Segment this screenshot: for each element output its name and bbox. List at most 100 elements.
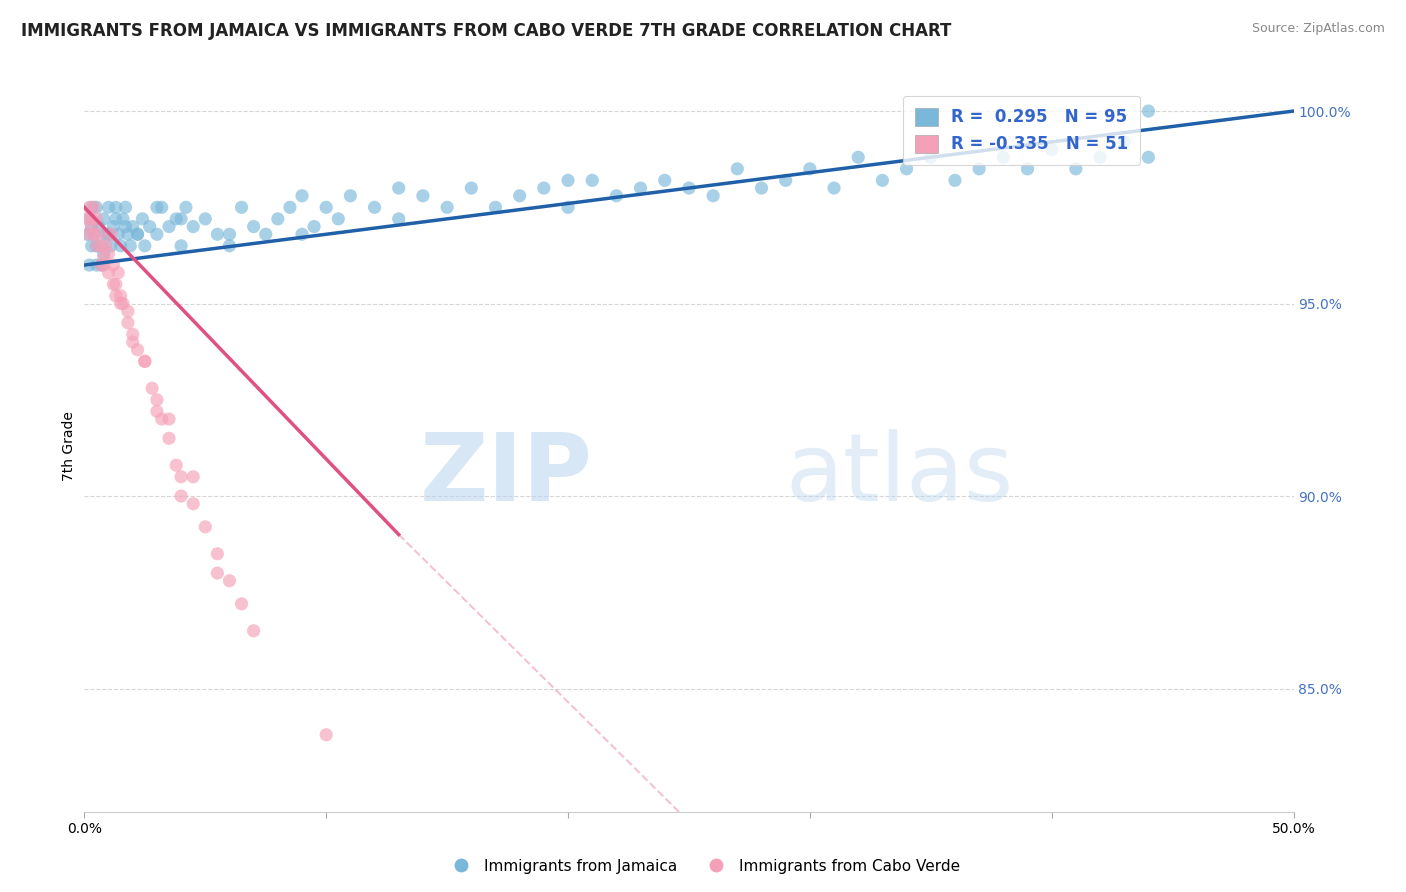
Legend: Immigrants from Jamaica, Immigrants from Cabo Verde: Immigrants from Jamaica, Immigrants from… — [440, 853, 966, 880]
Point — [557, 173, 579, 187]
Point — [131, 211, 153, 226]
Point — [207, 227, 229, 242]
Point — [967, 161, 990, 176]
Point — [90, 239, 112, 253]
Point — [103, 219, 125, 234]
Point — [94, 239, 117, 253]
Point — [117, 316, 139, 330]
Point — [112, 296, 135, 310]
Point — [605, 188, 627, 202]
Point — [267, 211, 290, 226]
Point — [557, 200, 579, 214]
Point — [157, 219, 180, 234]
Point — [127, 343, 149, 357]
Point — [254, 227, 277, 242]
Point — [94, 227, 117, 242]
Point — [509, 188, 531, 202]
Point — [654, 173, 676, 187]
Point — [76, 211, 98, 226]
Point — [146, 392, 169, 407]
Point — [134, 354, 156, 368]
Point — [120, 239, 142, 253]
Point — [134, 354, 156, 368]
Point — [86, 258, 108, 272]
Point — [80, 219, 103, 234]
Point — [121, 334, 143, 349]
Point — [339, 188, 361, 202]
Point — [1137, 104, 1160, 119]
Point — [97, 246, 120, 260]
Point — [86, 211, 108, 226]
Point — [80, 219, 103, 234]
Point — [846, 150, 869, 164]
Text: Source: ZipAtlas.com: Source: ZipAtlas.com — [1251, 22, 1385, 36]
Point — [1017, 161, 1039, 176]
Point — [86, 200, 108, 214]
Point — [231, 200, 253, 214]
Point — [278, 200, 301, 214]
Point — [207, 547, 229, 561]
Point — [107, 227, 129, 242]
Point — [83, 227, 105, 242]
Point — [630, 181, 652, 195]
Point — [87, 219, 110, 234]
Point — [194, 211, 217, 226]
Point — [363, 200, 385, 214]
Point — [76, 227, 98, 242]
Point — [328, 211, 350, 226]
Point — [93, 246, 115, 260]
Text: atlas: atlas — [786, 429, 1014, 521]
Point — [138, 219, 160, 234]
Point — [242, 624, 264, 638]
Point — [436, 200, 458, 214]
Point — [165, 458, 187, 473]
Point — [150, 200, 173, 214]
Point — [678, 181, 700, 195]
Point — [170, 489, 193, 503]
Point — [100, 227, 122, 242]
Point — [242, 219, 264, 234]
Point — [134, 239, 156, 253]
Point — [77, 211, 100, 226]
Point — [194, 520, 217, 534]
Point — [141, 381, 163, 395]
Point — [93, 258, 115, 272]
Point — [117, 227, 139, 242]
Point — [170, 211, 193, 226]
Point — [533, 181, 555, 195]
Point — [751, 181, 773, 195]
Point — [150, 412, 173, 426]
Point — [104, 211, 127, 226]
Point — [97, 200, 120, 214]
Point — [1137, 150, 1160, 164]
Point — [291, 227, 314, 242]
Point — [181, 470, 204, 484]
Point — [799, 161, 821, 176]
Point — [1040, 143, 1063, 157]
Point — [104, 277, 127, 292]
Point — [117, 304, 139, 318]
Point — [943, 173, 966, 187]
Point — [581, 173, 603, 187]
Point — [93, 251, 115, 265]
Point — [77, 227, 100, 242]
Point — [775, 173, 797, 187]
Point — [484, 200, 506, 214]
Point — [121, 327, 143, 342]
Point — [127, 227, 149, 242]
Point — [181, 219, 204, 234]
Point — [1114, 135, 1136, 149]
Point — [725, 161, 748, 176]
Point — [110, 296, 132, 310]
Point — [207, 566, 229, 580]
Point — [146, 404, 169, 418]
Point — [93, 211, 115, 226]
Point — [231, 597, 253, 611]
Point — [110, 289, 132, 303]
Point — [170, 239, 193, 253]
Point — [104, 289, 127, 303]
Point — [86, 239, 108, 253]
Point — [315, 728, 337, 742]
Point — [103, 277, 125, 292]
Point — [1088, 150, 1111, 164]
